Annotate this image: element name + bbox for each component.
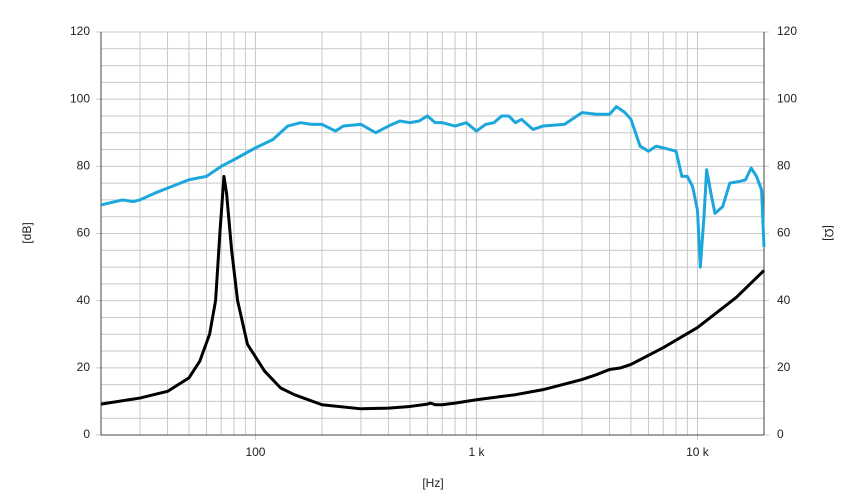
y-tick-label: 100 (70, 91, 90, 105)
y2-tick-label: 20 (777, 360, 791, 374)
y-axis-label: [dB] (20, 222, 34, 243)
x-tick-label: 1 k (468, 445, 485, 459)
y2-tick-label: 120 (777, 24, 797, 38)
y2-tick-label: 40 (777, 293, 791, 307)
y2-tick-label: 60 (777, 226, 791, 240)
y2-tick-label: 0 (777, 427, 784, 441)
y-tick-label: 0 (83, 427, 90, 441)
y2-axis-label: [Ω] (822, 225, 836, 241)
x-tick-label: 10 k (686, 445, 710, 459)
y-tick-label: 80 (77, 159, 91, 173)
y2-tick-label: 80 (777, 159, 791, 173)
x-tick-label: 100 (245, 445, 265, 459)
y-tick-label: 60 (77, 226, 91, 240)
x-axis-label: [Hz] (422, 476, 443, 490)
series-line (100, 174, 766, 411)
y-tick-label: 20 (77, 360, 91, 374)
y-tick-label: 40 (77, 293, 91, 307)
y2-tick-label: 100 (777, 91, 797, 105)
y-tick-label: 120 (70, 24, 90, 38)
series-line (100, 105, 766, 269)
